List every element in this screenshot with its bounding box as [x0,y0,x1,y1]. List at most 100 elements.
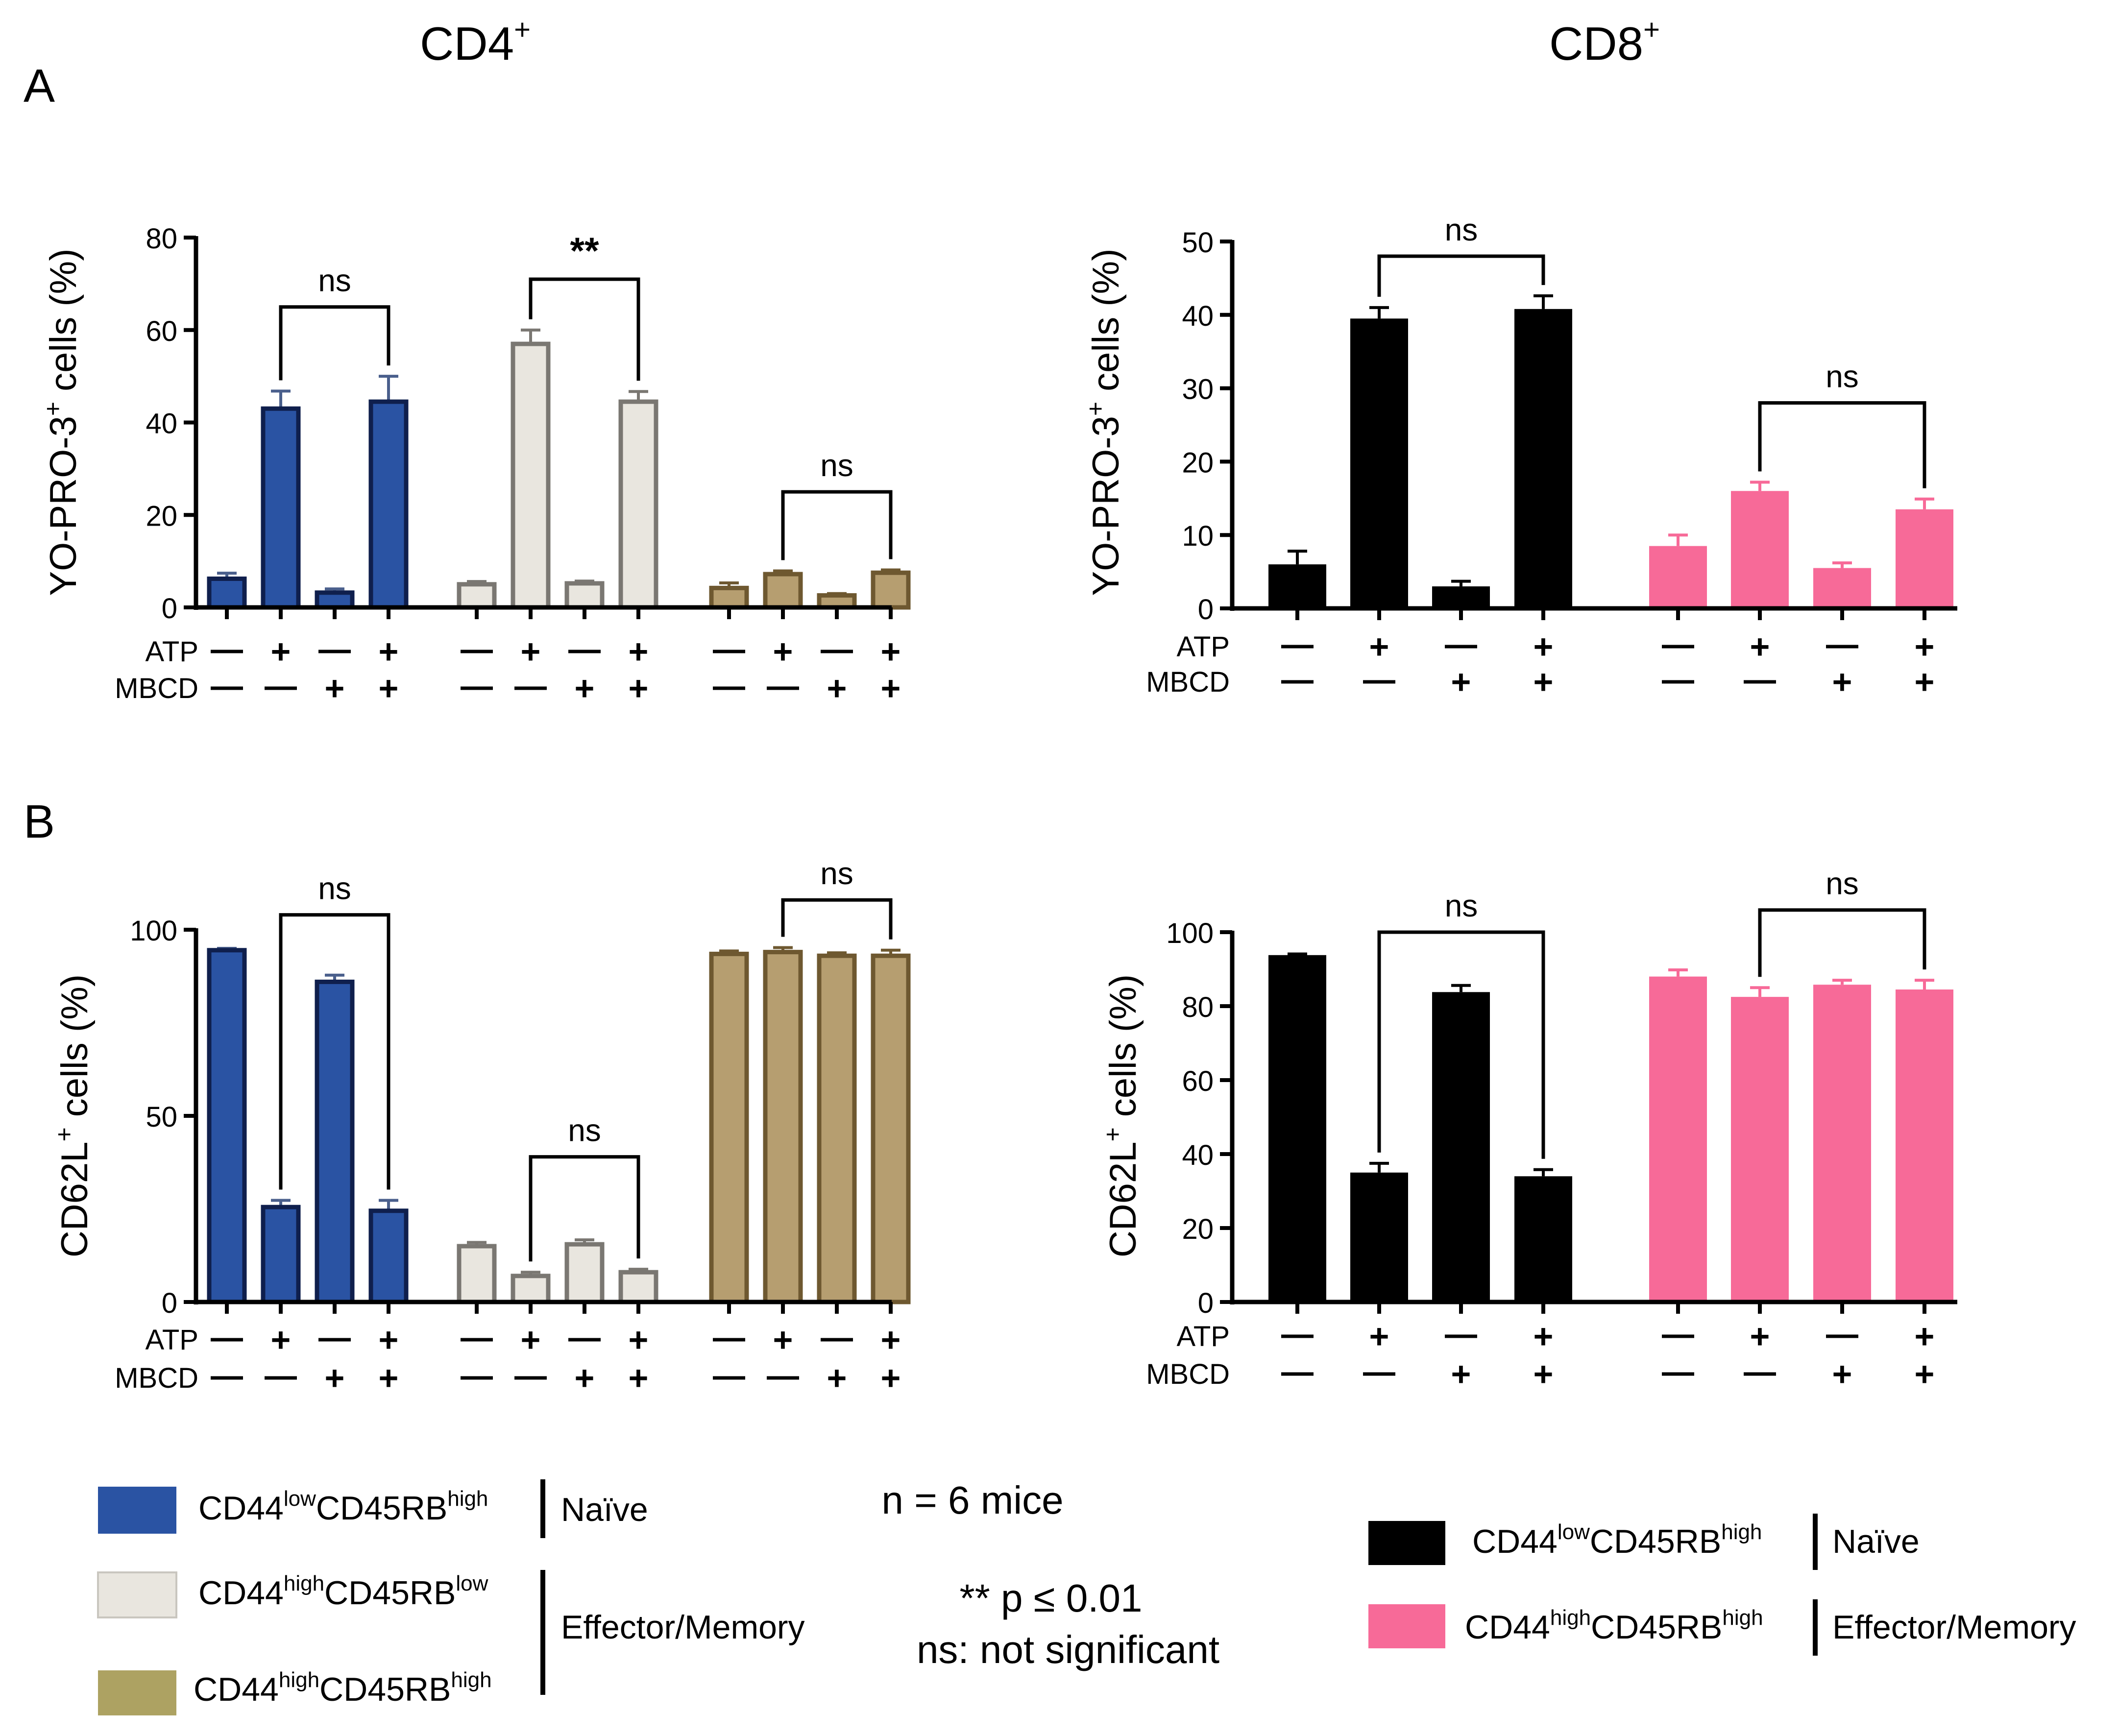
bar [368,399,409,610]
legend-cd8: CD44lowCD45RBhigh Naïve CD44highCD45RBhi… [1368,1514,2076,1656]
plus-sign: + [1369,1317,1389,1355]
y-tick-label: 50 [146,1101,177,1133]
plus-sign: + [629,669,649,707]
plus-sign: + [1451,663,1471,701]
bar [315,979,355,1304]
legend-group-naive-cd4: Naïve [561,1491,648,1528]
y-tick-label: 0 [1198,1287,1214,1319]
y-tick-label: 20 [146,500,177,532]
bar [564,581,605,610]
legend-label-cd8-1: CD44lowCD45RBhigh [1472,1520,1762,1560]
legend-label-cd4-2: CD44highCD45RBlow [198,1571,488,1612]
y-tick-label: 40 [1182,300,1214,332]
plus-sign: + [379,632,399,671]
plus-sign: + [881,669,901,707]
y-tick-label: 50 [1182,227,1214,259]
significance-label: ns [1826,359,1859,394]
legend-swatch-naive-cd4 [98,1487,176,1534]
legend-group-naive-cd8: Naïve [1832,1523,1920,1560]
y-axis-label: CD62L+ cells (%) [50,974,96,1257]
bar [871,570,911,610]
bar [763,572,803,610]
bar [457,582,497,610]
y-tick-label: 0 [1198,594,1214,626]
plus-sign: + [629,632,649,671]
y-axis-label: CD62L+ cells (%) [1099,974,1144,1257]
bar [261,1205,301,1304]
plus-sign: + [271,1321,291,1359]
significance-label: ns [820,856,853,891]
bar [511,341,551,610]
significance-label: ns [1445,212,1478,247]
plus-sign: + [881,1359,901,1397]
significance-bracket [1758,401,1926,488]
bar [1268,564,1326,608]
legend-swatch-em-cd8 [1368,1604,1445,1648]
y-axis-label: YO-PRO-3+ cells (%) [39,248,84,596]
significance-label: ns [318,871,351,906]
plus-sign: + [521,1321,541,1359]
bar [207,576,247,610]
bar [1813,568,1871,608]
row-label-atp: ATP [146,636,199,668]
bar [817,953,857,1304]
plus-sign: + [575,669,595,707]
significance-bracket [1758,908,1926,977]
row-label-mbcd: MBCD [115,673,198,704]
plus-sign: + [1915,663,1935,701]
row-label-atp: ATP [1177,631,1230,663]
bar [1350,318,1408,608]
plus-sign: + [379,1359,399,1397]
bar [511,1274,551,1304]
legend-swatch-em-low-cd4 [97,1571,177,1618]
significance-bracket [781,898,893,940]
y-tick-label: 20 [1182,447,1214,479]
bar [1896,989,1953,1302]
bar [1731,997,1789,1302]
significance-bracket [1377,930,1545,1159]
significance-label: ns [1826,866,1859,901]
y-tick-label: 60 [1182,1065,1214,1097]
significance-bracket [781,490,893,560]
y-tick-label: 40 [146,408,177,440]
y-axis-label: YO-PRO-3+ cells (%) [1082,248,1127,596]
plus-sign: + [379,669,399,707]
bar [1350,1172,1408,1302]
p-value-note: ** p ≤ 0.01 [959,1576,1142,1620]
panel-label-b: B [24,796,55,848]
row-label-mbcd: MBCD [1146,1358,1230,1390]
plus-sign: + [325,669,345,707]
significance-label: ns [568,1113,601,1148]
bar [457,1244,497,1304]
bar [871,953,911,1304]
significance-bracket [279,913,390,1190]
y-tick-label: 30 [1182,374,1214,406]
y-tick-label: 100 [1166,917,1214,949]
y-tick-label: 10 [1182,520,1214,552]
plus-sign: + [881,632,901,671]
plus-sign: + [325,1359,345,1397]
legend-swatch-naive-cd8 [1368,1521,1445,1565]
plus-sign: + [827,1359,847,1397]
plus-sign: + [271,632,291,671]
y-tick-label: 40 [1182,1139,1214,1171]
legend-cd4: CD44lowCD45RBhigh CD44highCD45RBlow CD44… [97,1479,805,1715]
plus-sign: + [1915,627,1935,666]
plus-sign: + [1915,1317,1935,1355]
plus-sign: + [629,1321,649,1359]
row-label-atp: ATP [146,1324,199,1356]
y-tick-label: 80 [146,223,177,255]
row-label-mbcd: MBCD [115,1362,198,1394]
bar [1813,985,1871,1302]
plus-sign: + [773,632,793,671]
plus-sign: + [629,1359,649,1397]
bar [1432,992,1490,1302]
plus-sign: + [1534,1317,1554,1355]
legend-label-cd8-2: CD44highCD45RBhigh [1465,1606,1763,1646]
y-tick-label: 100 [130,915,177,947]
plus-sign: + [1534,663,1554,701]
plus-sign: + [1750,627,1770,666]
bar [709,585,749,610]
